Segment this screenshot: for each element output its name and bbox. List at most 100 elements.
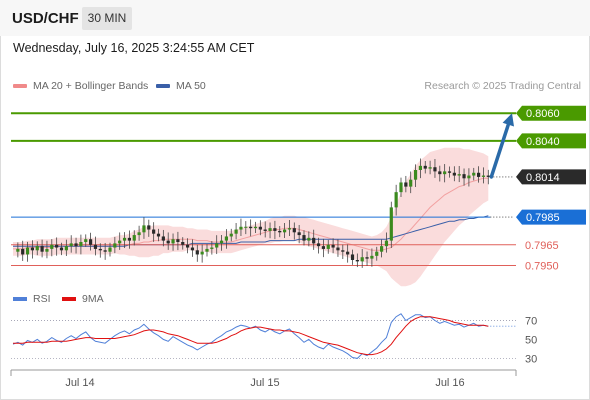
level-resistance-0: 0.8060 bbox=[11, 105, 586, 121]
level-pivot-3: 0.7985 bbox=[11, 209, 586, 225]
candle-body-up bbox=[215, 243, 219, 248]
legend-rsi: RSI bbox=[13, 293, 51, 305]
candle bbox=[74, 237, 78, 254]
candle bbox=[166, 232, 170, 250]
candle-body-up bbox=[360, 257, 364, 262]
candle-body-down bbox=[21, 248, 25, 255]
candle-body-up bbox=[122, 237, 127, 241]
candle-body-up bbox=[25, 247, 30, 255]
symbol-title: USD/CHF bbox=[12, 10, 79, 27]
candle-body-down bbox=[190, 247, 195, 251]
candle-body-up bbox=[210, 247, 214, 249]
candle bbox=[326, 239, 330, 254]
level-label: 0.7965 bbox=[525, 240, 559, 252]
level-label: 0.8040 bbox=[526, 136, 560, 148]
rsi-panel: 70 50 30 bbox=[11, 313, 537, 365]
candle bbox=[142, 217, 146, 239]
candle bbox=[45, 240, 49, 259]
level-tag bbox=[516, 105, 586, 121]
candle bbox=[147, 219, 151, 237]
candle bbox=[307, 231, 311, 247]
candle bbox=[399, 177, 403, 197]
candle bbox=[186, 238, 190, 254]
candle bbox=[413, 164, 418, 188]
candle-body-down bbox=[316, 243, 321, 247]
candle bbox=[181, 237, 185, 250]
candle bbox=[472, 167, 476, 181]
chart-header: USD/CHF 30 MIN bbox=[0, 0, 590, 36]
candle-body-down bbox=[147, 225, 151, 230]
candle bbox=[394, 184, 398, 216]
candle bbox=[89, 232, 93, 251]
candle-body-up bbox=[389, 207, 393, 241]
candle-body-down bbox=[93, 244, 98, 249]
ma50-line bbox=[13, 215, 489, 247]
candle bbox=[64, 239, 68, 256]
candle-body-up bbox=[394, 192, 398, 208]
candle bbox=[481, 167, 486, 184]
candle-body-up bbox=[142, 225, 146, 233]
level-label: 0.8014 bbox=[526, 172, 560, 184]
moving-averages bbox=[13, 177, 489, 251]
level-support-5: 0.7950 bbox=[11, 261, 559, 273]
interval-badge[interactable]: 30 MIN bbox=[82, 7, 132, 30]
candle bbox=[98, 243, 102, 258]
candle bbox=[316, 237, 321, 254]
candle-body-down bbox=[98, 248, 102, 251]
candle bbox=[205, 244, 209, 257]
candle bbox=[384, 232, 389, 253]
candle bbox=[40, 239, 44, 258]
candle bbox=[239, 218, 243, 237]
candle-body-down bbox=[297, 232, 301, 236]
candle bbox=[190, 239, 195, 257]
candle bbox=[176, 231, 180, 251]
candle-body-up bbox=[375, 251, 379, 256]
candle bbox=[224, 229, 228, 249]
candle-body-up bbox=[205, 248, 209, 252]
candle bbox=[215, 235, 219, 255]
legend-ma50-swatch bbox=[156, 84, 170, 89]
candle-body-down bbox=[350, 254, 355, 260]
candle bbox=[122, 232, 127, 248]
candle-body-down bbox=[273, 228, 277, 231]
candle bbox=[16, 242, 20, 258]
candle-body-up bbox=[35, 246, 39, 251]
candle bbox=[30, 240, 34, 259]
candle-body-down bbox=[74, 243, 78, 247]
candle-body-up bbox=[399, 182, 403, 193]
candle bbox=[350, 249, 355, 265]
level-label: 0.7950 bbox=[525, 261, 559, 273]
candle-body-down bbox=[423, 165, 427, 169]
candle bbox=[200, 244, 204, 263]
bollinger-band-area bbox=[13, 147, 489, 287]
candle-body-down bbox=[486, 175, 490, 177]
candle bbox=[273, 220, 277, 240]
candle-body-up bbox=[50, 244, 54, 249]
candle-body-up bbox=[132, 235, 136, 241]
candle bbox=[234, 223, 238, 240]
candle bbox=[103, 242, 107, 260]
candle-body-up bbox=[370, 255, 374, 259]
candle bbox=[268, 222, 272, 239]
candle bbox=[452, 166, 456, 182]
rsi-tick-label: 70 bbox=[525, 315, 537, 327]
candle-body-down bbox=[186, 244, 190, 248]
candle-body-down bbox=[127, 237, 131, 241]
candle bbox=[171, 233, 175, 251]
candle bbox=[380, 239, 384, 258]
candle bbox=[118, 232, 122, 250]
candle bbox=[428, 160, 432, 175]
candle-body-down bbox=[195, 250, 199, 255]
candle-body-up bbox=[481, 175, 486, 177]
arrow-shaft bbox=[489, 122, 511, 179]
candle bbox=[287, 219, 292, 237]
legend-rsi-ma-swatch bbox=[62, 297, 76, 302]
candle-body-down bbox=[263, 229, 267, 231]
candle-body-up bbox=[287, 228, 292, 230]
x-tick-label: Jul 14 bbox=[65, 377, 94, 389]
candle-body-up bbox=[79, 242, 83, 247]
candle-body-down bbox=[438, 171, 442, 175]
candle-body-down bbox=[331, 244, 335, 248]
level-tag bbox=[516, 133, 586, 149]
